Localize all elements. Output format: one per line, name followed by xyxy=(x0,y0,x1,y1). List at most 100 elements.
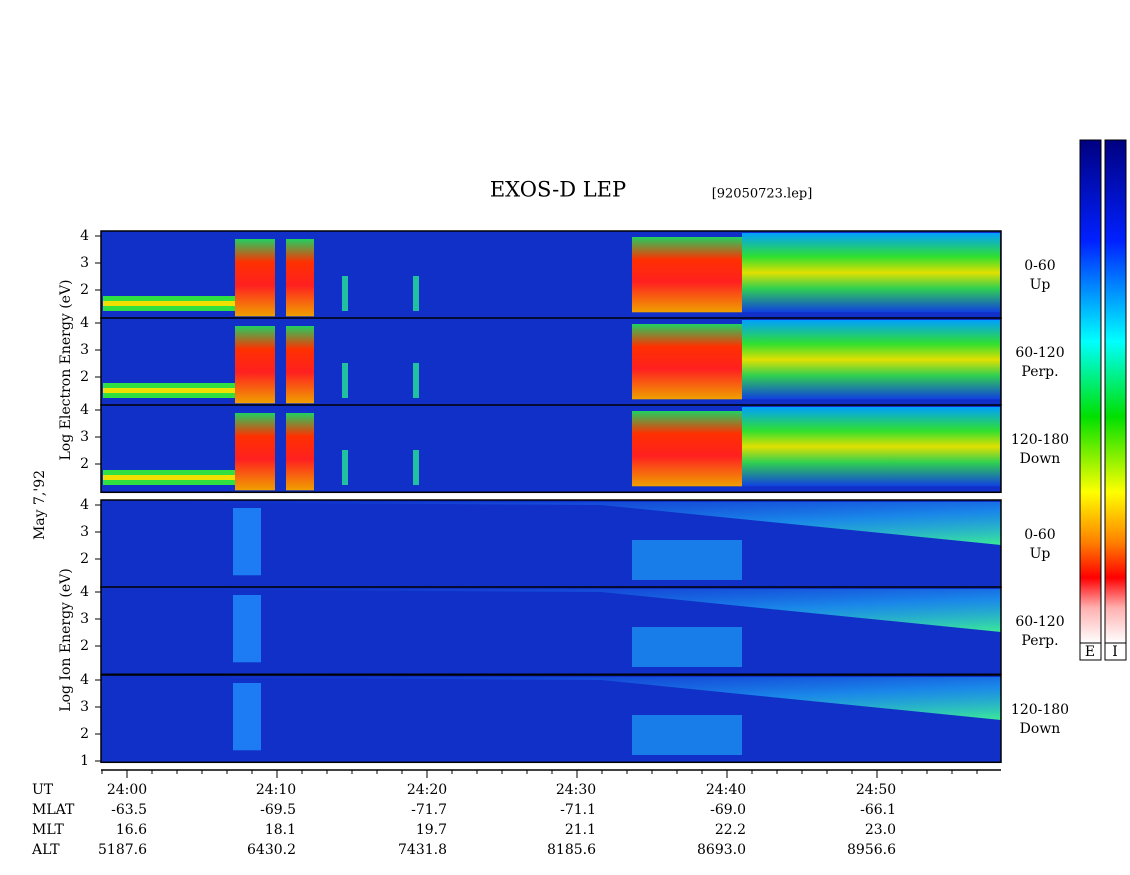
direction: Up xyxy=(1030,546,1051,562)
colorbar-box xyxy=(1079,642,1102,661)
row-value: 5187.6 xyxy=(98,842,147,858)
y-tick-label: 2 xyxy=(80,551,89,567)
colorbar-label: E xyxy=(1085,644,1095,660)
emission-spike xyxy=(342,450,348,485)
ion-axis-label: Log Ion Energy (eV) xyxy=(58,568,74,711)
emission-band xyxy=(103,475,236,480)
colorbar-box xyxy=(1104,642,1127,661)
y-tick-label: 4 xyxy=(80,228,89,244)
row-value: 16.6 xyxy=(116,822,147,838)
emission-patch xyxy=(632,540,742,580)
emission-spike xyxy=(342,276,348,311)
emission-patch xyxy=(632,237,742,313)
emission-band xyxy=(101,677,1001,720)
row-value: 24:10 xyxy=(256,782,296,798)
row-value: -66.1 xyxy=(860,802,896,818)
colorbar-e xyxy=(1079,139,1102,644)
colorbar-label: I xyxy=(1112,644,1118,660)
emission-patch xyxy=(286,239,314,317)
direction: Down xyxy=(1020,451,1061,467)
y-tick-label: 2 xyxy=(80,726,89,742)
emission-patch xyxy=(632,324,742,400)
row-value: 8185.6 xyxy=(547,842,596,858)
time-ticks xyxy=(101,770,978,778)
emission-spike xyxy=(413,276,419,311)
direction: Down xyxy=(1020,721,1061,737)
pitch-range: 0-60 xyxy=(1024,527,1055,543)
emission-spike xyxy=(342,363,348,398)
y-tick-label: 3 xyxy=(80,429,89,445)
y-tick-label: 3 xyxy=(80,699,89,715)
y-tick-label: 4 xyxy=(80,315,89,331)
row-value: -63.5 xyxy=(111,802,147,818)
row-value: 24:50 xyxy=(856,782,896,798)
row-value: 24:40 xyxy=(706,782,746,798)
title: EXOS-D LEP xyxy=(490,178,626,202)
row-value: 23.0 xyxy=(865,822,896,838)
emission-patch xyxy=(286,413,314,491)
y-tick-label: 2 xyxy=(80,456,89,472)
row-label: MLAT xyxy=(32,802,75,818)
row-label: UT xyxy=(32,782,54,798)
emission-patch xyxy=(233,595,261,663)
row-value: 7431.8 xyxy=(398,842,447,858)
row-value: 8693.0 xyxy=(697,842,746,858)
y-tick-label: 4 xyxy=(80,497,89,513)
electron-axis-label: Log Electron Energy (eV) xyxy=(58,279,74,460)
pitch-range: 0-60 xyxy=(1024,258,1055,274)
pitch-range: 60-120 xyxy=(1015,345,1064,361)
emission-spike xyxy=(413,450,419,485)
row-value: -71.1 xyxy=(560,802,596,818)
emission-patch xyxy=(742,407,1000,487)
y-tick-label: 3 xyxy=(80,342,89,358)
direction: Perp. xyxy=(1021,364,1058,380)
row-value: 24:30 xyxy=(556,782,596,798)
y-tick-label: 4 xyxy=(80,584,89,600)
panel-frame xyxy=(100,674,1002,764)
spectrograms: 2 3 4 0-60 Up 2 3 4 60-120 Perp. 2 3 4 120-180 Down 2 3 4… xyxy=(80,228,1069,769)
y-tick-label: 3 xyxy=(80,255,89,271)
emission-band xyxy=(103,388,236,393)
y-tick-label: 3 xyxy=(80,611,89,627)
direction: Perp. xyxy=(1021,633,1058,649)
emission-patch xyxy=(233,508,261,576)
y-tick-label: 4 xyxy=(80,672,89,688)
emission-patch xyxy=(632,627,742,667)
emission-patch xyxy=(235,239,275,317)
y-tick-label: 1 xyxy=(80,753,89,769)
emission-patch xyxy=(235,326,275,404)
emission-patch xyxy=(235,413,275,491)
row-label: MLT xyxy=(32,822,64,838)
emission-patch xyxy=(286,326,314,404)
colorbar-i xyxy=(1104,139,1127,644)
pitch-range: 120-180 xyxy=(1011,702,1069,718)
emission-band xyxy=(103,301,236,306)
emission-spike xyxy=(413,363,419,398)
time-rows: UT 24:00 24:10 24:20 24:30 24:40 24:50 MLAT -63.… xyxy=(31,782,896,858)
emission-patch xyxy=(233,683,261,751)
emission-band xyxy=(101,589,1001,632)
row-value: 21.1 xyxy=(565,822,596,838)
row-value: 19.7 xyxy=(416,822,447,838)
panel-frame xyxy=(100,404,1002,494)
row-value: 8956.6 xyxy=(847,842,896,858)
row-value: 22.2 xyxy=(715,822,746,838)
y-tick-label: 2 xyxy=(80,638,89,654)
y-tick-label: 4 xyxy=(80,402,89,418)
date-label: May 7,'92 xyxy=(32,470,48,540)
row-value: -69.0 xyxy=(710,802,746,818)
y-tick-label: 2 xyxy=(80,369,89,385)
row-value: 18.1 xyxy=(265,822,296,838)
row-label: ALT xyxy=(31,842,60,858)
row-value: 24:20 xyxy=(407,782,447,798)
pitch-range: 120-180 xyxy=(1011,432,1069,448)
emission-patch xyxy=(632,715,742,755)
row-value: 24:00 xyxy=(107,782,147,798)
y-tick-label: 3 xyxy=(80,524,89,540)
row-value: -69.5 xyxy=(260,802,296,818)
emission-patch xyxy=(632,411,742,487)
row-value: -71.7 xyxy=(411,802,447,818)
emission-patch xyxy=(742,320,1000,400)
